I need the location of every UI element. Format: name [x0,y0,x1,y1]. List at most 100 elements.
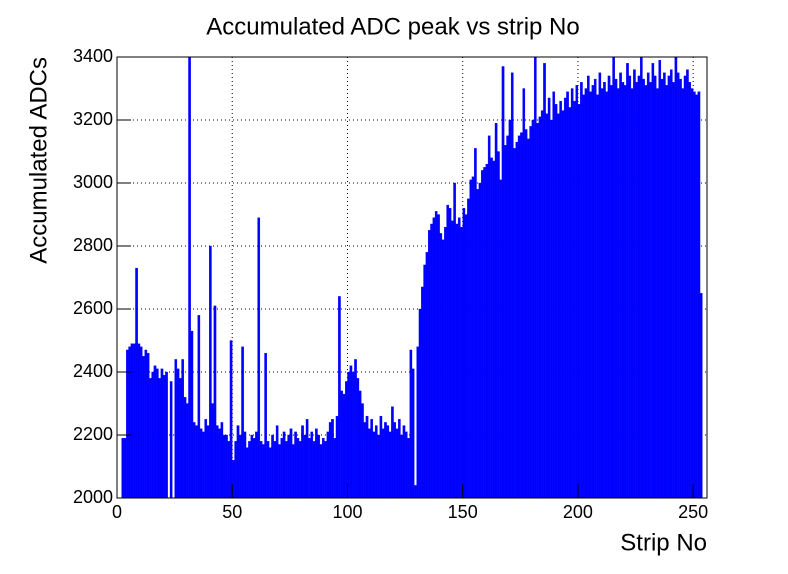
bar [658,60,662,498]
bar [188,57,191,498]
bar [374,425,378,498]
bar [697,91,701,498]
bar [345,381,348,498]
bar [453,182,456,498]
bar [476,189,479,498]
bar [262,444,265,498]
bar [552,91,556,498]
bar [570,88,574,498]
bar [282,431,286,498]
bar [176,368,180,498]
bar [255,431,258,498]
bar [582,94,586,498]
bar [407,437,410,498]
bar [287,434,291,498]
bar [584,88,588,498]
bar [414,485,417,498]
bars [117,57,707,498]
bar [409,349,413,498]
bar [536,123,539,498]
bar [600,88,604,498]
bar [573,100,576,498]
bar [460,226,463,498]
bar [130,343,134,498]
bar [132,343,136,498]
y-tick-label: 3400 [73,46,113,66]
bar [522,88,526,498]
bar [681,88,685,498]
bar [324,441,327,498]
bar [667,75,671,498]
bar [158,378,161,498]
bar [259,441,263,498]
bar [268,447,272,498]
bar [209,245,212,498]
bar [153,365,157,498]
bar [326,431,330,498]
bar [508,119,512,498]
bar [637,75,641,498]
bar [151,371,155,498]
bar [229,340,233,498]
bar [192,422,196,498]
bar [156,368,159,498]
bar [149,378,152,498]
bar [665,85,668,498]
bar [464,214,468,498]
bar [289,428,293,498]
bar [139,346,143,498]
bar [676,72,680,498]
bar [234,441,237,498]
y-tick-label: 3000 [73,172,113,192]
bar [612,57,615,498]
bar [504,145,507,498]
bar [335,415,339,498]
y-tick-label: 2200 [73,424,113,444]
bar [547,97,551,498]
bar [257,217,261,498]
y-tick-label: 2600 [73,298,113,318]
bar [312,441,316,498]
bar [321,437,325,498]
bar [146,352,150,498]
y-tick-label: 2000 [73,487,113,507]
bar [474,148,477,498]
bar [317,434,320,498]
bar [185,403,189,498]
bar [174,359,178,498]
bar [199,428,203,498]
bar [361,403,364,498]
bar [363,422,367,498]
bar [633,69,636,498]
bar [621,82,625,498]
bar [123,437,127,498]
bar [179,378,182,498]
bar [144,349,148,498]
bar [347,371,350,498]
bar [510,72,514,498]
bar [165,371,168,498]
x-axis-label: Strip No [620,529,707,556]
bar [441,239,445,498]
bar [630,88,634,498]
bar [494,123,498,498]
bar [492,160,496,498]
bar [418,308,422,498]
bar [603,82,606,498]
bar [439,233,443,498]
bar [520,132,523,498]
bar [646,72,650,498]
bar [499,179,503,498]
bar [388,431,392,498]
bar [485,163,489,498]
bar [202,431,205,498]
bar [517,135,521,498]
bar [527,138,530,498]
bar [550,119,553,498]
bar [421,286,424,498]
bar [379,415,383,498]
bar [669,69,673,498]
bar [538,116,542,498]
bar [557,113,560,498]
bar [294,431,297,498]
